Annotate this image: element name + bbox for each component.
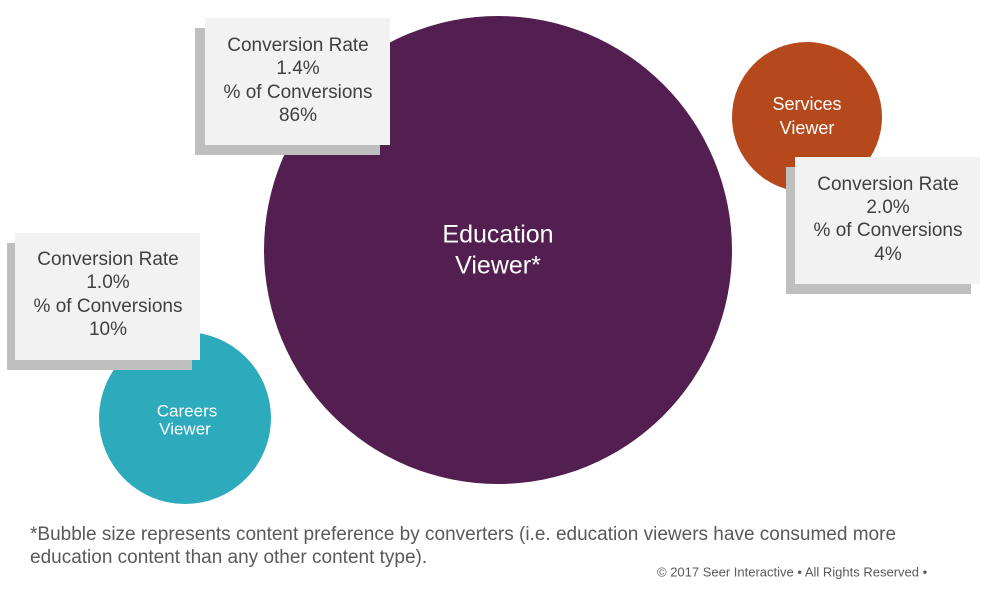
stat-text: % of Conversions <box>34 296 183 317</box>
stat-box: Conversion Rate 1.4% % of Conversions 86… <box>195 18 390 155</box>
copyright: © 2017 Seer Interactive • All Rights Res… <box>657 564 928 579</box>
stat-text: 1.4% <box>276 58 319 79</box>
bubble-label: Services <box>772 94 841 114</box>
stat-text: Conversion Rate <box>227 35 369 56</box>
stat-text: % of Conversions <box>224 82 373 103</box>
box <box>205 18 390 145</box>
careers-bubble <box>99 332 271 504</box>
footnote: education content than any other content… <box>30 547 427 568</box>
box <box>15 233 200 360</box>
footnote: *Bubble size represents content preferen… <box>30 524 896 545</box>
bubble-label: Viewer <box>159 419 211 438</box>
stat-text: 4% <box>874 244 902 265</box>
bubble-label: Education <box>442 221 553 249</box>
stat-box: Conversion Rate 2.0% % of Conversions 4% <box>786 157 980 294</box>
stat-text: Conversion Rate <box>817 174 959 195</box>
bubble-label: Viewer <box>780 118 835 138</box>
stat-text: Conversion Rate <box>37 249 179 270</box>
bubble-label: Careers <box>157 401 217 420</box>
services-bubble <box>732 42 882 192</box>
stat-text: % of Conversions <box>814 220 963 241</box>
bubble-label: Viewer* <box>455 252 541 280</box>
stat-text: 86% <box>279 105 317 126</box>
stat-text: 10% <box>89 319 127 340</box>
stat-box: Conversion Rate 1.0% % of Conversions 10… <box>7 233 200 370</box>
stat-text: 2.0% <box>866 197 909 218</box>
box <box>795 157 980 284</box>
stat-text: 1.0% <box>86 272 129 293</box>
